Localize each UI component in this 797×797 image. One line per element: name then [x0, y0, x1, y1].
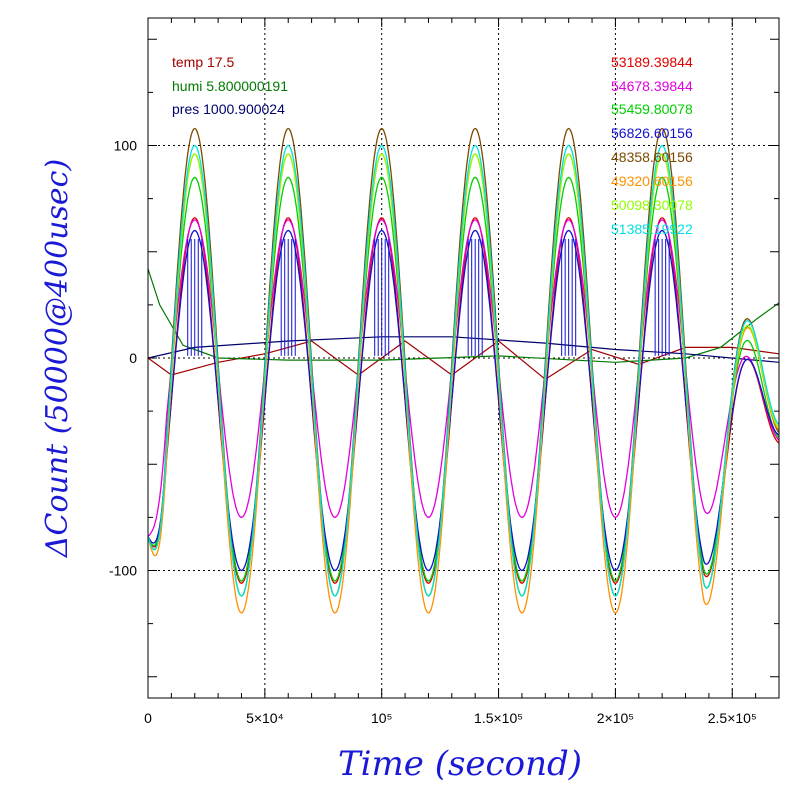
y-tick-label: -100 — [109, 563, 137, 579]
x-tick-labels: 0 5×10⁴ 10⁵ 1.5×10⁵ 2×10⁵ 2.5×10⁵ — [144, 710, 757, 726]
x-tick-label: 0 — [144, 710, 152, 726]
series-legend-6: 49320.60156 — [611, 173, 693, 189]
series-legend: 53189.39844 54678.39844 55459.80078 5682… — [611, 54, 693, 237]
x-tick-label: 2×10⁵ — [597, 710, 634, 726]
series-legend-5: 48358.60156 — [611, 149, 693, 165]
x-axis-title: Time (second) — [338, 744, 582, 784]
series-line-8 — [148, 144, 779, 597]
x-tick-label: 5×10⁴ — [246, 710, 284, 726]
series-legend-3: 55459.80078 — [611, 101, 693, 117]
env-legend-temp: temp 17.5 — [172, 54, 234, 70]
y-tick-label: 0 — [129, 350, 137, 366]
series-legend-7: 50098.30078 — [611, 197, 693, 213]
series-legend-2: 54678.39844 — [611, 78, 693, 94]
series-legend-1: 53189.39844 — [611, 54, 693, 70]
x-tick-label: 2.5×10⁵ — [708, 710, 757, 726]
x-tick-label: 10⁵ — [371, 710, 392, 726]
y-axis-title: ΔCount (50000@400usec) — [40, 159, 75, 558]
series-legend-8: 51385.19922 — [611, 221, 693, 237]
y-tick-label: 100 — [114, 138, 138, 154]
series-line-2 — [148, 219, 779, 537]
series-legend-4: 56826.60156 — [611, 125, 693, 141]
env-legend-humi: humi 5.800000191 — [172, 78, 288, 94]
series-lines — [148, 127, 779, 614]
y-tick-labels: -100 0 100 — [109, 138, 137, 579]
env-legend-pres: pres 1000.900024 — [172, 101, 285, 117]
env-legend: temp 17.5 humi 5.800000191 pres 1000.900… — [172, 54, 288, 117]
env-line-humi — [148, 268, 779, 363]
minor-ticks — [148, 18, 779, 698]
x-tick-label: 1.5×10⁵ — [474, 710, 523, 726]
series-group — [148, 127, 779, 614]
